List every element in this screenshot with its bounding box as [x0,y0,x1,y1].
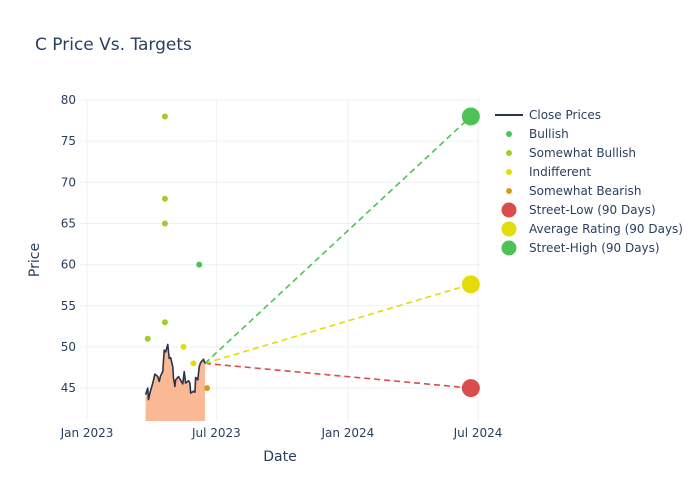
rating-point [180,343,187,350]
y-tick-label: 60 [61,258,76,272]
legend-swatch-dot [506,131,512,137]
x-tick-label: Jan 2024 [320,426,374,440]
legend-label: Bullish [529,127,569,141]
x-tick-label: Jul 2023 [191,426,241,440]
legend-swatch-marker [501,221,517,237]
legend-swatch-marker [501,202,517,218]
rating-point [161,113,168,120]
target-line [204,362,471,389]
y-tick-label: 45 [61,381,76,395]
legend-label: Somewhat Bullish [529,146,636,160]
target-lines [204,115,472,389]
legend-label: Close Prices [529,108,601,122]
y-tick-label: 70 [61,175,76,189]
tick-labels: 45 50 55 60 65 70 75 80 Jan 2023 Jul 2023 Jan 2024… [60,93,503,440]
rating-point [161,195,168,202]
legend-label: Indifferent [529,165,591,179]
price-area [145,344,205,421]
rating-point [161,220,168,227]
y-tick-label: 80 [61,93,76,107]
close-price-line [144,343,206,401]
legend-label: Street-High (90 Days) [529,241,660,255]
grid [80,99,480,421]
rating-point [144,335,151,342]
legend-swatch-dot [506,150,512,156]
legend: Close Prices Bullish Somewhat Bullish Indif… [495,108,683,256]
legend-label: Street-Low (90 Days) [529,203,656,217]
price-area-fill [145,344,205,421]
target-marker [461,275,480,294]
rating-point [190,360,197,367]
legend-label: Somewhat Bearish [529,184,641,198]
legend-label: Average Rating (90 Days) [529,222,683,236]
target-line [204,283,472,365]
x-tick-label: Jan 2023 [60,426,114,440]
rating-point [204,385,211,392]
x-axis-title: Date [263,449,296,465]
legend-swatch-dot [506,188,512,194]
y-tick-label: 75 [61,134,76,148]
rating-point [196,261,203,268]
legend-swatch-marker [501,240,517,256]
rating-point [161,319,168,326]
legend-swatch-dot [506,169,512,175]
price-line-layer [144,343,206,401]
y-tick-label: 55 [61,299,76,313]
x-tick-label: Jul 2024 [453,426,503,440]
target-line [204,115,472,364]
chart-title: C Price Vs. Targets [35,35,192,55]
rating-points [144,113,211,392]
target-marker [461,379,480,398]
y-axis-title: Price [27,243,43,277]
y-tick-label: 50 [61,340,76,354]
y-tick-label: 65 [61,216,76,230]
target-marker [461,107,480,126]
target-markers [461,107,480,398]
